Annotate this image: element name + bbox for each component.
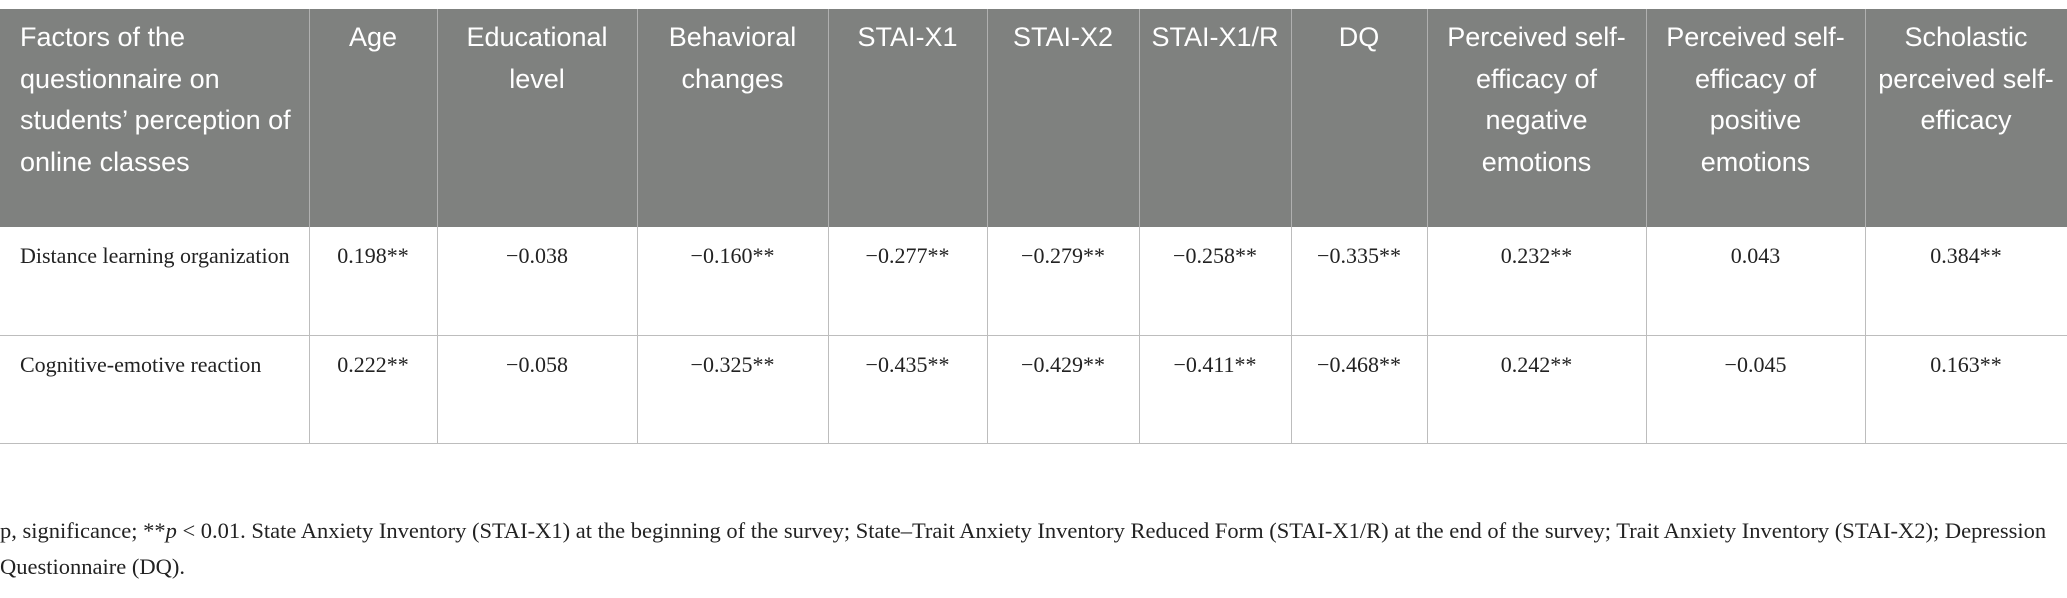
- table-cell: −0.045: [1645, 335, 1865, 444]
- table-cell: −0.058: [436, 335, 637, 444]
- column-header-stai-x1-r: STAI-X1/R: [1138, 9, 1291, 227]
- table-cell: −0.038: [436, 227, 637, 336]
- footnote-p-symbol: p: [165, 518, 177, 543]
- table-cell: 0.232**: [1426, 227, 1646, 336]
- footnote-prefix: p, significance; **: [0, 518, 166, 543]
- table-footnote: p, significance; **p < 0.01. State Anxie…: [0, 513, 2060, 585]
- column-header-dq: DQ: [1290, 9, 1427, 227]
- table-cell: −0.429**: [986, 335, 1139, 444]
- table-cell: 0.043: [1645, 227, 1865, 336]
- column-header-factors: Factors of the questionnaire on students…: [0, 9, 309, 227]
- table-cell: −0.411**: [1138, 335, 1291, 444]
- table-cell: −0.435**: [827, 335, 987, 444]
- column-header-behavioral-changes: Behavioral changes: [636, 9, 828, 227]
- correlation-table: Factors of the questionnaire on students…: [0, 9, 2067, 444]
- table-cell: −0.468**: [1290, 335, 1427, 444]
- column-header-stai-x1: STAI-X1: [827, 9, 987, 227]
- table-cell: −0.258**: [1138, 227, 1291, 336]
- table-cell: 0.222**: [308, 335, 437, 444]
- table-row: Distance learning organization 0.198** −…: [0, 227, 2067, 336]
- table-cell: −0.160**: [636, 227, 828, 336]
- row-label: Cognitive-emotive reaction: [0, 335, 309, 444]
- table-cell: −0.335**: [1290, 227, 1427, 336]
- column-header-stai-x2: STAI-X2: [986, 9, 1139, 227]
- column-header-educational-level: Educational level: [436, 9, 637, 227]
- column-header-age: Age: [308, 9, 437, 227]
- footnote-text: < 0.01. State Anxiety Inventory (STAI-X1…: [0, 518, 2047, 579]
- column-header-self-efficacy-negative: Perceived self-efficacy of negative emot…: [1426, 9, 1646, 227]
- table-cell: 0.198**: [308, 227, 437, 336]
- table-cell: 0.242**: [1426, 335, 1646, 444]
- table-cell: −0.279**: [986, 227, 1139, 336]
- table-row: Cognitive-emotive reaction 0.222** −0.05…: [0, 335, 2067, 444]
- column-header-scholastic-self-efficacy: Scholastic perceived self-efficacy: [1864, 9, 2067, 227]
- table-cell: 0.384**: [1864, 227, 2067, 336]
- row-label: Distance learning organization: [0, 227, 309, 336]
- table-cell: −0.277**: [827, 227, 987, 336]
- table-cell: 0.163**: [1864, 335, 2067, 444]
- column-header-self-efficacy-positive: Perceived self-efficacy of positive emot…: [1645, 9, 1865, 227]
- table-cell: −0.325**: [636, 335, 828, 444]
- table-header-row: Factors of the questionnaire on students…: [0, 9, 2067, 227]
